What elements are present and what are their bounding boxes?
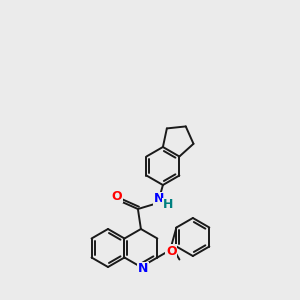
Text: O: O xyxy=(166,245,177,258)
Text: N: N xyxy=(154,193,164,206)
Text: H: H xyxy=(163,199,173,212)
Text: O: O xyxy=(112,190,122,202)
Text: N: N xyxy=(138,262,148,275)
